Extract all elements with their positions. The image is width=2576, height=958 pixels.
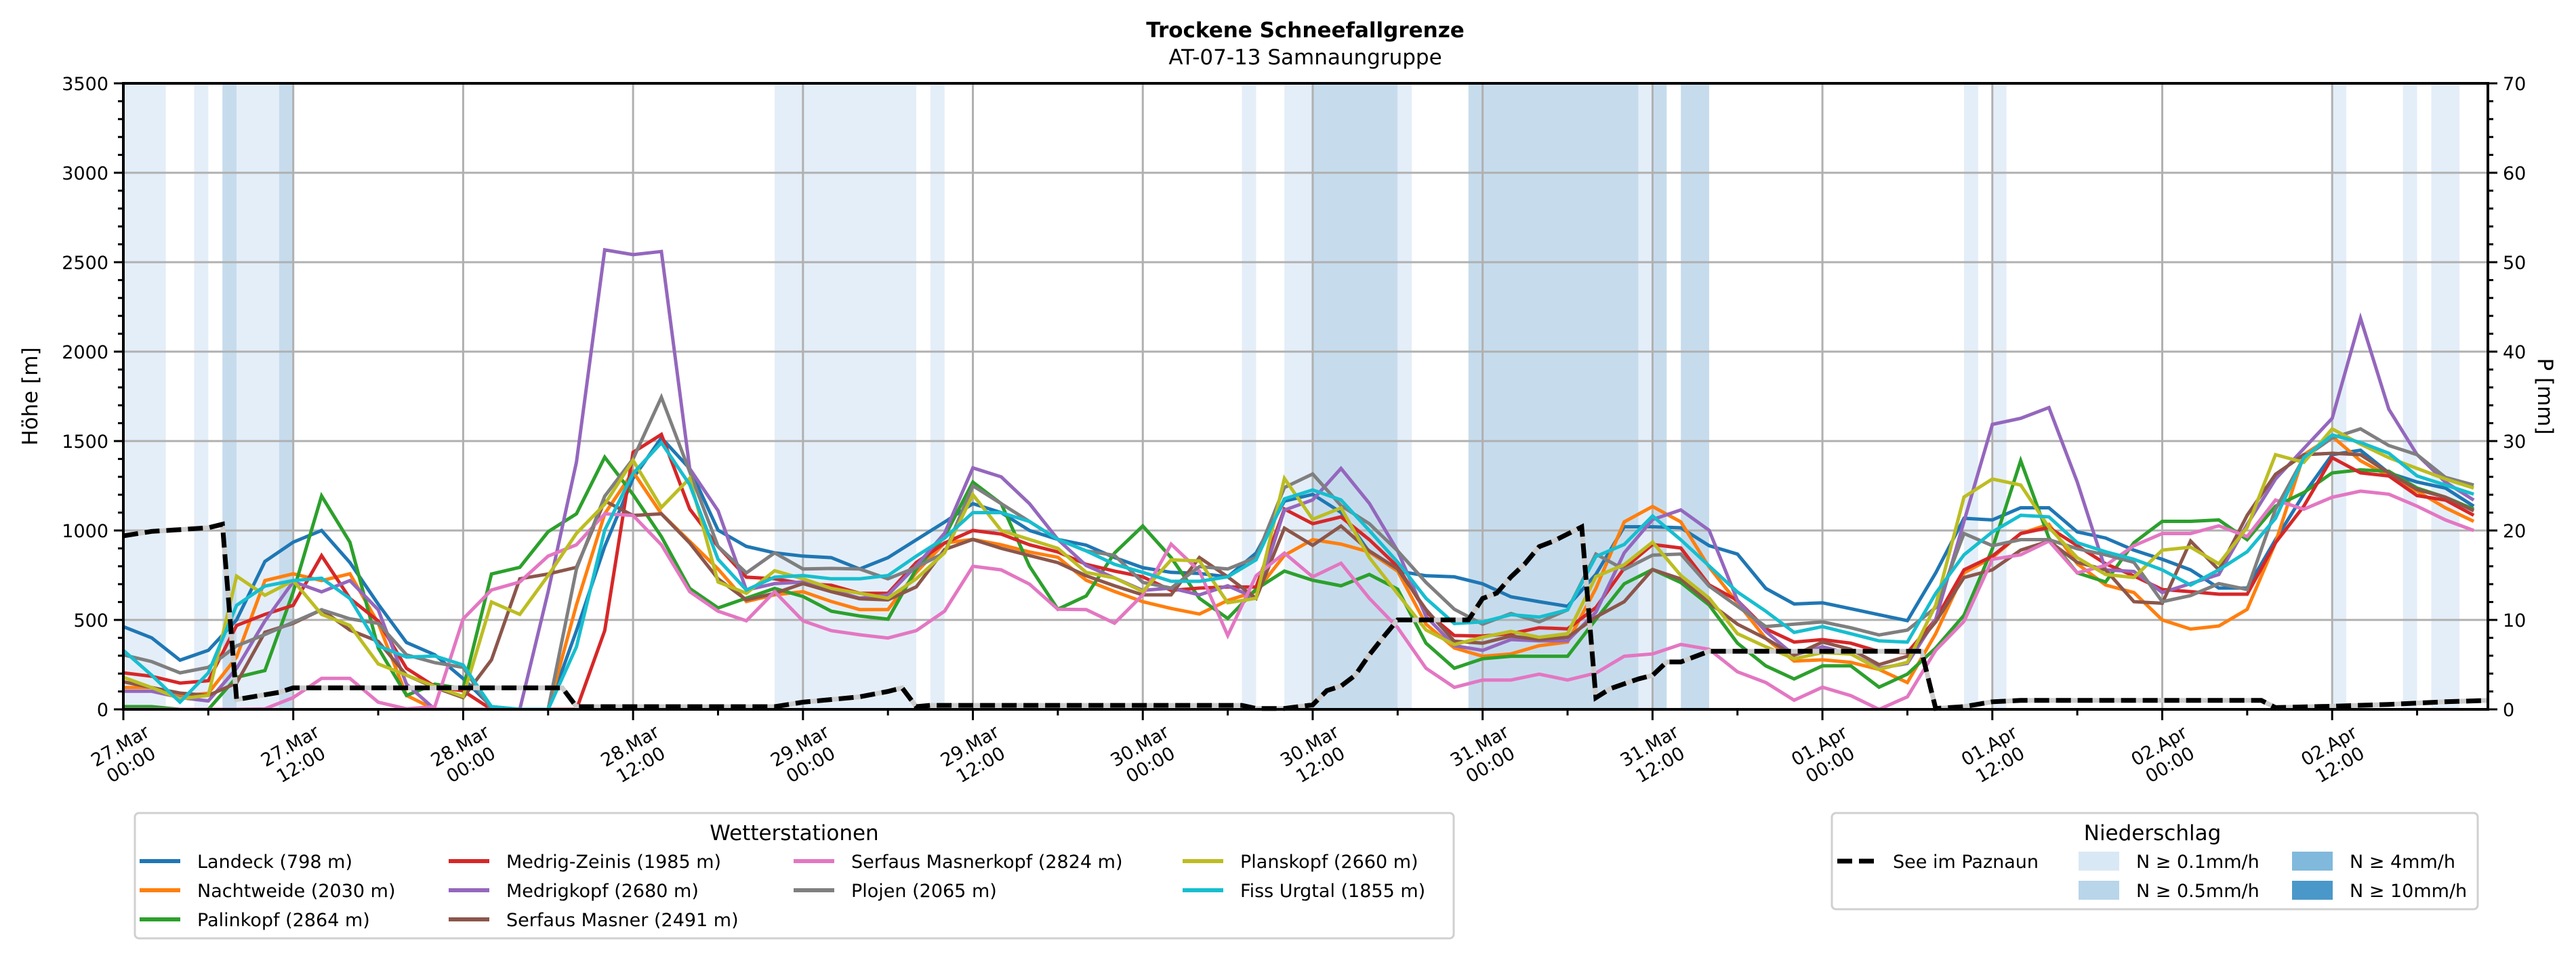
- legend-item: Fiss Urgtal (1855 m): [1183, 881, 1425, 902]
- series-line: [123, 454, 2475, 711]
- legend-label: Medrig-Zeinis (1985 m): [506, 852, 721, 873]
- precip-band: [1638, 83, 1653, 709]
- legend-label: Planskopf (2660 m): [1240, 852, 1418, 873]
- legend-item: Palinkopf (2864 m): [140, 910, 370, 931]
- legend-label: N ≥ 0.5mm/h: [2136, 881, 2260, 902]
- legend-label: Fiss Urgtal (1855 m): [1240, 881, 1425, 902]
- legend-precip-title: Niederschlag: [2084, 821, 2222, 846]
- y-tick-label: 3500: [62, 74, 108, 95]
- y2-axis-label: P [mm]: [2533, 358, 2557, 434]
- precip-band: [1242, 83, 1256, 709]
- series-line: [123, 489, 2474, 711]
- precip-band: [279, 83, 293, 709]
- legend-swatch: [2292, 881, 2333, 900]
- legend-stations-box: [134, 812, 1455, 940]
- precip-band: [1681, 83, 1709, 709]
- legend-stations-title: Wetterstationen: [710, 821, 878, 846]
- y-tick-label: 0: [97, 700, 108, 721]
- precip-band: [2431, 83, 2460, 709]
- legend-item: N ≥ 10mm/h: [2292, 881, 2467, 902]
- legend-precip: Niederschlag See im Paznaun N ≥ 0.1mm/h N …: [1831, 812, 2479, 911]
- precip-bands: [123, 83, 2460, 709]
- y2-tick-label: 20: [2503, 521, 2526, 542]
- legend-item: Serfaus Masnerkopf (2824 m): [794, 852, 1122, 873]
- legend-label: N ≥ 10mm/h: [2350, 881, 2467, 902]
- legend-item: Medrigkopf (2680 m): [449, 881, 699, 902]
- y-tick-label: 3000: [62, 163, 108, 184]
- precip-band: [194, 83, 209, 709]
- chart-title: Trockene Schneefallgrenze: [1146, 18, 1465, 43]
- legend-item: N ≥ 0.1mm/h: [2079, 852, 2260, 873]
- legend-label: Plojen (2065 m): [851, 881, 997, 902]
- y2-tick-label: 10: [2503, 610, 2526, 631]
- legend-item: Plojen (2065 m): [794, 881, 997, 902]
- legend-label: Nachtweide (2030 m): [197, 881, 395, 902]
- y-tick-label: 2500: [62, 253, 108, 274]
- legend-item: N ≥ 0.5mm/h: [2079, 881, 2260, 902]
- precip-band: [1284, 83, 1313, 709]
- y2-tick-label: 30: [2503, 432, 2526, 453]
- legend-swatch: [2079, 881, 2119, 900]
- legend-item: Serfaus Masner (2491 m): [449, 910, 739, 931]
- precip-band: [1652, 83, 1667, 709]
- legend-swatch: [2079, 852, 2119, 871]
- legend-stations: Wetterstationen Landeck (798 m) Nachtweid…: [134, 812, 1455, 940]
- precip-band: [123, 83, 166, 709]
- y-tick-label: 500: [73, 610, 108, 631]
- legend-label: Medrigkopf (2680 m): [506, 881, 699, 902]
- legend-label: Serfaus Masnerkopf (2824 m): [851, 852, 1122, 873]
- legend-label: Landeck (798 m): [197, 852, 352, 873]
- legend-label: Palinkopf (2864 m): [197, 910, 370, 931]
- y-tick-label: 1500: [62, 432, 108, 453]
- y2-tick-label: 50: [2503, 253, 2526, 274]
- y-axis-label: Höhe [m]: [18, 347, 43, 445]
- legend-item: Nachtweide (2030 m): [140, 881, 395, 902]
- plot-frame: [122, 82, 2489, 711]
- legend-label: See im Paznaun: [1893, 852, 2039, 873]
- y2-tick-label: 0: [2503, 700, 2514, 721]
- y-tick-label: 2000: [62, 342, 108, 363]
- chart-subtitle: AT-07-13 Samnaungruppe: [1168, 45, 1442, 70]
- legend-item: Planskopf (2660 m): [1183, 852, 1418, 873]
- legend-item: Landeck (798 m): [140, 852, 352, 873]
- series-line: [123, 426, 2474, 701]
- y2-tick-label: 60: [2503, 163, 2526, 184]
- y2-tick-label: 40: [2503, 342, 2526, 363]
- precip-band: [2403, 83, 2417, 709]
- legend-swatch: [2292, 852, 2333, 871]
- legend-label: N ≥ 0.1mm/h: [2136, 852, 2260, 873]
- legend-item: N ≥ 4mm/h: [2292, 852, 2455, 873]
- y2-tick-label: 70: [2503, 74, 2526, 95]
- legend-label: Serfaus Masner (2491 m): [506, 910, 739, 931]
- y-tick-label: 1000: [62, 521, 108, 542]
- series-line: [123, 451, 2475, 700]
- legend-item: See im Paznaun: [1837, 852, 2039, 873]
- legend-label: N ≥ 4mm/h: [2350, 852, 2455, 873]
- precip-band: [1312, 83, 1398, 709]
- precip-band: [1992, 83, 2007, 709]
- legend-item: Medrig-Zeinis (1985 m): [449, 852, 721, 873]
